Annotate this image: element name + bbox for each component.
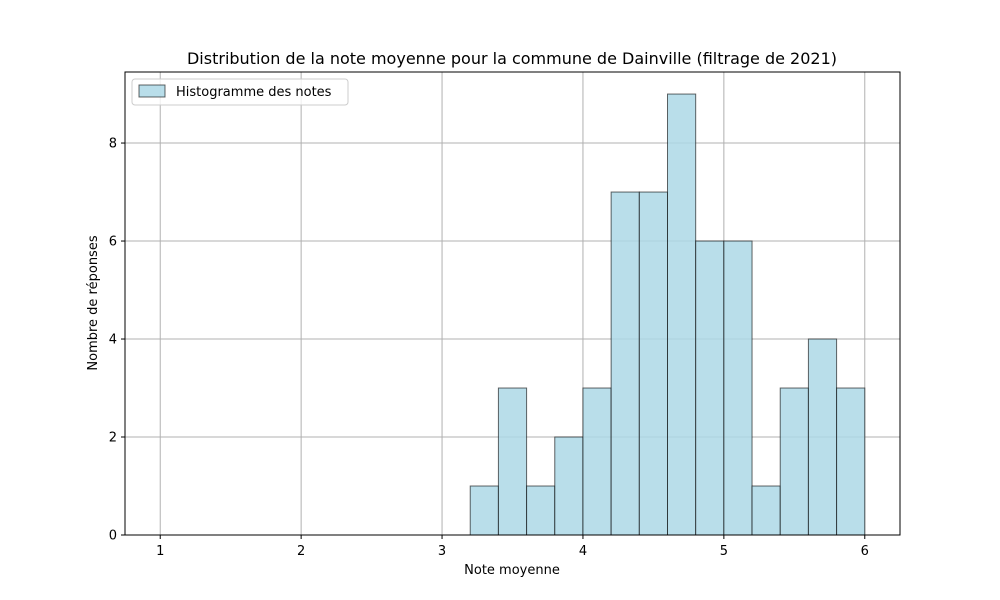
- legend-swatch: [138, 84, 166, 98]
- x-axis-label: Note moyenne: [464, 563, 560, 578]
- x-tick-label: 3: [438, 544, 446, 559]
- legend-label: Histogramme des notes: [176, 85, 332, 100]
- histogram-bar: [807, 338, 838, 536]
- histogram-bar: [667, 93, 697, 536]
- y-tick-label: 6: [109, 235, 117, 250]
- chart-title: Distribution de la note moyenne pour la …: [187, 49, 837, 68]
- x-tick-label: 5: [720, 544, 728, 559]
- plot-frame: [124, 71, 901, 536]
- y-axis-label: Nombre de réponses: [86, 235, 101, 370]
- legend-box: [131, 78, 349, 106]
- histogram-bar: [610, 191, 640, 536]
- histogram-bar: [723, 240, 753, 536]
- histogram-bar: [526, 485, 556, 536]
- legend: Histogramme des notes: [131, 78, 349, 106]
- histogram-bar: [751, 485, 781, 536]
- histogram-bar: [554, 436, 584, 536]
- histogram-bar: [695, 240, 725, 536]
- histogram-bar: [779, 387, 809, 536]
- x-tick-label: 2: [297, 544, 305, 559]
- histogram-bar: [836, 387, 866, 536]
- histogram-bar: [469, 485, 499, 536]
- y-tick-label: 4: [109, 333, 117, 348]
- histogram-bar: [638, 191, 668, 536]
- axis-ticks: 1 2 3 4 5 6 0 2 4 6 8: [109, 137, 869, 559]
- histogram-bar: [582, 387, 612, 536]
- histogram-bars: [469, 93, 866, 536]
- y-tick-label: 0: [109, 529, 117, 544]
- x-tick-label: 6: [861, 544, 869, 559]
- y-tick-label: 2: [109, 431, 117, 446]
- histogram-bar: [497, 387, 528, 536]
- x-tick-label: 1: [156, 544, 164, 559]
- y-tick-label: 8: [109, 137, 117, 152]
- x-tick-label: 4: [579, 544, 587, 559]
